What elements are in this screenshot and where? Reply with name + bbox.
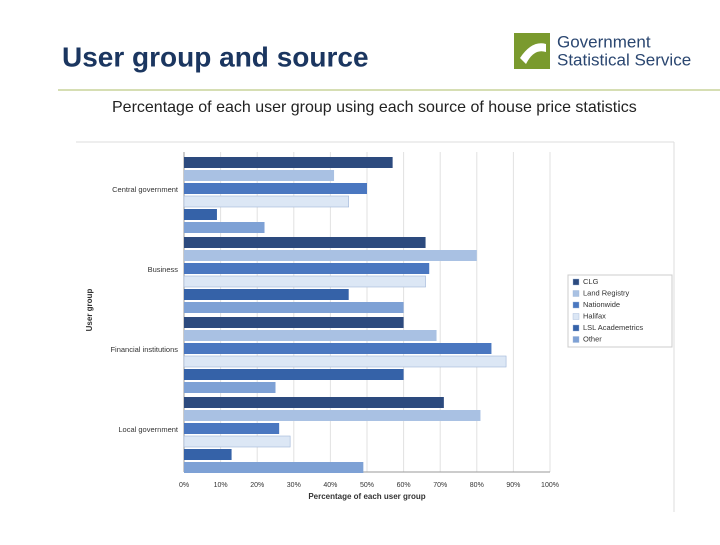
x-tick-label: 60%: [397, 482, 411, 489]
bar: [184, 222, 265, 233]
legend-label: Other: [583, 334, 602, 343]
y-tick-label: Central government: [112, 185, 179, 194]
bar: [184, 317, 404, 328]
legend-swatch: [572, 290, 580, 297]
y-tick-label: Local government: [118, 425, 179, 434]
bar: [183, 275, 426, 288]
x-tick-label: 50%: [360, 482, 374, 489]
x-tick-label: 100%: [541, 482, 559, 489]
x-tick-label: 70%: [433, 482, 447, 489]
slide-title: User group and source: [62, 41, 369, 72]
logo: Government Statistical Service: [514, 32, 691, 69]
chart-subtitle: Percentage of each user group using each…: [112, 99, 637, 116]
bar: [184, 397, 444, 408]
bar: [184, 157, 393, 168]
bar: [184, 250, 477, 261]
legend-swatch: [572, 324, 580, 332]
legend-swatch: [572, 336, 580, 343]
y-tick-label: Business: [148, 265, 179, 274]
y-tick-label: Financial institutions: [110, 345, 178, 354]
bar: [184, 330, 437, 341]
logo-text: Statistical Service: [557, 50, 691, 69]
x-tick-label: 0%: [179, 482, 189, 489]
bar: [184, 302, 404, 313]
bar: [183, 195, 349, 208]
bar: [183, 355, 507, 368]
bar: [184, 183, 367, 194]
legend-label: LSL Academetrics: [583, 323, 643, 332]
logo-swoosh: [520, 43, 546, 64]
bar: [184, 170, 335, 181]
legend-swatch: [572, 301, 580, 309]
legend-label: CLG: [583, 277, 599, 286]
bar: [184, 343, 492, 354]
x-tick-label: 40%: [323, 482, 337, 489]
bar: [184, 209, 217, 220]
bar: [184, 237, 426, 248]
legend-label: Halifax: [583, 311, 606, 320]
logo-text: Government: [557, 32, 651, 51]
x-tick-label: 30%: [287, 482, 301, 489]
legend-label: Nationwide: [583, 300, 620, 309]
bar: [184, 289, 349, 300]
y-axis-label: User group: [85, 289, 94, 332]
x-tick-label: 90%: [506, 482, 520, 489]
bar: [184, 410, 481, 421]
subtitle-box: Percentage of each user group using each…: [112, 99, 637, 116]
bar: [183, 435, 291, 448]
bar: [184, 449, 232, 460]
bar: [184, 462, 364, 473]
bar: [184, 382, 276, 393]
x-axis-label: Percentage of each user group: [308, 492, 425, 501]
x-tick-label: 10%: [214, 482, 228, 489]
legend-swatch: [572, 278, 580, 286]
x-tick-label: 20%: [250, 482, 264, 489]
legend-box: [567, 274, 673, 348]
bar: [184, 423, 280, 434]
bar: [184, 263, 430, 274]
legend-label: Land Registry: [583, 288, 630, 297]
bar: [184, 369, 404, 380]
x-tick-label: 80%: [470, 482, 484, 489]
legend-swatch: [572, 313, 580, 320]
